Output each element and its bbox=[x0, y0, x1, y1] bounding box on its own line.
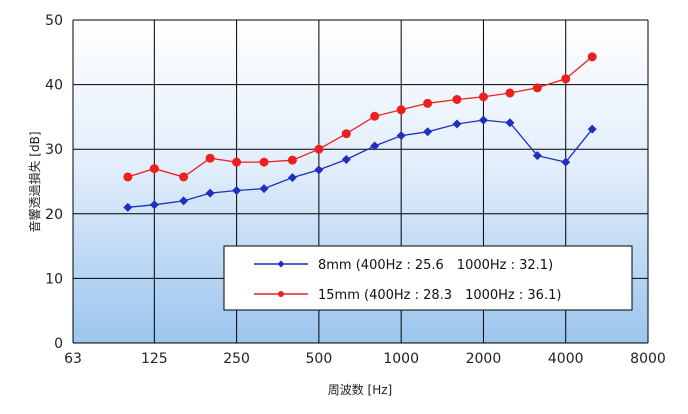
y-tick-label: 10 bbox=[45, 271, 63, 287]
series-line-15mm bbox=[127, 56, 593, 178]
data-point-15mm bbox=[259, 157, 269, 167]
data-point-8mm bbox=[341, 155, 351, 165]
series-15mm bbox=[123, 52, 597, 182]
data-point-15mm bbox=[341, 129, 351, 139]
data-point-8mm bbox=[532, 151, 542, 161]
data-point-8mm bbox=[370, 141, 380, 151]
data-point-8mm bbox=[505, 118, 515, 128]
data-point-8mm bbox=[123, 202, 133, 212]
data-point-8mm bbox=[423, 127, 433, 137]
data-point-15mm bbox=[149, 164, 159, 174]
data-point-15mm bbox=[205, 153, 215, 163]
data-point-8mm bbox=[314, 165, 324, 175]
series-layer bbox=[123, 52, 597, 212]
series-8mm bbox=[123, 115, 597, 212]
data-point-8mm bbox=[587, 124, 597, 134]
y-tick-label: 20 bbox=[45, 207, 63, 223]
data-point-15mm bbox=[505, 88, 515, 98]
y-tick-label: 30 bbox=[45, 142, 63, 158]
x-tick-label: 8000 bbox=[630, 351, 666, 367]
x-axis-title: 周波数 [Hz] bbox=[328, 382, 393, 397]
x-tick-label: 2000 bbox=[466, 351, 502, 367]
y-axis-title: 音響透過損失 [dB] bbox=[27, 131, 42, 232]
legend: 8mm (400Hz : 25.6 1000Hz : 32.1) 15mm (4… bbox=[223, 245, 633, 311]
data-point-8mm bbox=[259, 184, 269, 194]
data-point-15mm bbox=[396, 105, 406, 115]
legend-marker-8mm bbox=[277, 260, 285, 268]
data-point-8mm bbox=[561, 157, 571, 167]
y-tick-label: 40 bbox=[45, 78, 63, 94]
data-point-8mm bbox=[149, 200, 159, 210]
x-tick-label: 500 bbox=[306, 351, 333, 367]
data-point-15mm bbox=[370, 111, 380, 121]
data-point-15mm bbox=[314, 144, 324, 154]
x-tick-label: 125 bbox=[141, 351, 168, 367]
tick-labels: 63 125 250 500 1000 2000 4000 8000 0 10 20 30 40 50 bbox=[45, 13, 666, 367]
x-tick-label: 63 bbox=[64, 351, 82, 367]
data-point-8mm bbox=[232, 186, 242, 196]
data-point-8mm bbox=[179, 196, 189, 206]
data-point-8mm bbox=[205, 188, 215, 198]
data-point-8mm bbox=[287, 173, 297, 183]
data-point-15mm bbox=[587, 52, 597, 62]
legend-label-15mm: 15mm (400Hz : 28.3 1000Hz : 36.1) bbox=[318, 288, 561, 303]
x-tick-label: 4000 bbox=[548, 351, 584, 367]
legend-label-8mm: 8mm (400Hz : 25.6 1000Hz : 32.1) bbox=[318, 258, 553, 273]
x-tick-label: 1000 bbox=[383, 351, 419, 367]
legend-marker-15mm bbox=[278, 291, 284, 297]
data-point-15mm bbox=[179, 172, 189, 182]
data-point-15mm bbox=[123, 172, 133, 182]
series-line-8mm bbox=[127, 119, 593, 208]
data-point-15mm bbox=[423, 98, 433, 108]
data-point-15mm bbox=[287, 155, 297, 165]
y-tick-label: 0 bbox=[54, 336, 63, 352]
legend-box bbox=[223, 245, 633, 311]
data-point-15mm bbox=[452, 94, 462, 104]
data-point-15mm bbox=[232, 157, 242, 167]
data-point-15mm bbox=[561, 74, 571, 84]
data-point-8mm bbox=[396, 131, 406, 141]
x-tick-label: 250 bbox=[223, 351, 250, 367]
data-point-15mm bbox=[532, 83, 542, 93]
data-point-8mm bbox=[452, 119, 462, 129]
data-point-15mm bbox=[478, 92, 488, 102]
data-point-8mm bbox=[478, 115, 488, 125]
y-tick-label: 50 bbox=[45, 13, 63, 29]
